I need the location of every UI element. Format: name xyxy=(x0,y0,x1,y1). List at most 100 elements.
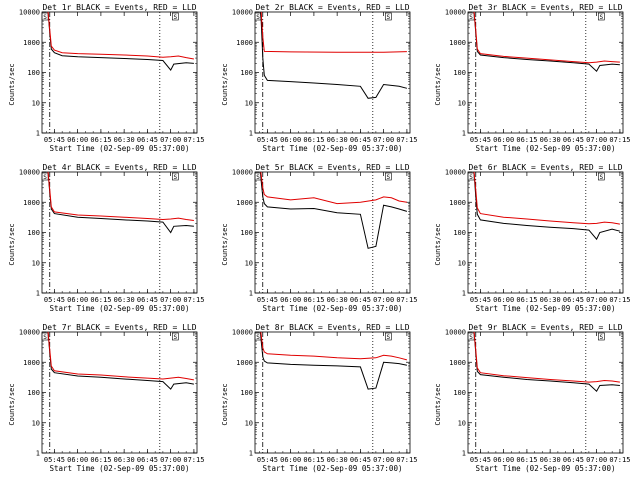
x-tick-label: 06:15 xyxy=(303,136,324,144)
x-tick-label: 06:30 xyxy=(114,136,135,144)
y-tick-label: 10000 xyxy=(232,9,253,17)
lld-line xyxy=(47,172,194,221)
y-tick-label: 10000 xyxy=(19,169,40,177)
x-tick-label: 05:45 xyxy=(470,456,491,464)
marker-label: S xyxy=(173,334,177,341)
events-line xyxy=(259,12,408,99)
x-tick-label: 06:45 xyxy=(137,296,158,304)
x-tick-label: 07:15 xyxy=(396,296,417,304)
y-tick-label: 100 xyxy=(453,389,466,397)
y-tick-label: 10 xyxy=(32,259,40,267)
y-tick-label: 1000 xyxy=(449,39,466,47)
events-line xyxy=(259,172,408,249)
y-tick-label: 100 xyxy=(453,69,466,77)
detector-panel: Det 6r BLACK = Events, RED = LLD 1 10 100 10… xyxy=(434,163,630,313)
y-tick-label: 1000 xyxy=(236,359,253,367)
x-tick-label: 07:00 xyxy=(586,456,607,464)
x-tick-label: 05:45 xyxy=(257,296,278,304)
marker-label: S xyxy=(469,334,473,341)
marker-box xyxy=(172,172,179,181)
y-tick-label: 1 xyxy=(36,130,40,138)
chart-title: Det 3r BLACK = Events, RED = LLD xyxy=(468,3,622,12)
x-tick-label: 05:45 xyxy=(470,296,491,304)
y-axis-label: Counts/sec xyxy=(221,383,229,425)
marker-label: S xyxy=(599,334,603,341)
marker-label: S xyxy=(469,174,473,181)
detector-panel: Det 9r BLACK = Events, RED = LLD 1 10 100 10… xyxy=(434,323,630,473)
y-tick-label: 1000 xyxy=(449,199,466,207)
x-tick-label: 07:00 xyxy=(586,136,607,144)
x-tick-label: 05:45 xyxy=(257,136,278,144)
x-axis-label: Start Time (02-Sep-09 05:37:00) xyxy=(476,144,616,153)
chart-title: Det 5r BLACK = Events, RED = LLD xyxy=(255,163,409,172)
y-tick-label: 1 xyxy=(36,290,40,298)
y-tick-label: 1 xyxy=(249,290,253,298)
x-tick-label: 06:45 xyxy=(350,296,371,304)
y-tick-label: 1000 xyxy=(23,39,40,47)
x-tick-label: 07:00 xyxy=(160,136,181,144)
y-tick-label: 10 xyxy=(245,99,253,107)
y-axis-label: Counts/sec xyxy=(434,383,442,425)
lld-line xyxy=(47,12,194,60)
y-tick-label: 1 xyxy=(462,450,466,458)
x-tick-label: 06:15 xyxy=(516,136,537,144)
x-tick-label: 07:00 xyxy=(160,456,181,464)
x-tick-label: 07:15 xyxy=(396,456,417,464)
y-tick-label: 10 xyxy=(32,419,40,427)
x-tick-label: 06:30 xyxy=(540,136,561,144)
chart-title: Det 1r BLACK = Events, RED = LLD xyxy=(42,3,196,12)
x-tick-label: 07:00 xyxy=(373,296,394,304)
marker-label: S xyxy=(256,14,260,21)
marker-label: S xyxy=(43,174,47,181)
y-tick-label: 1 xyxy=(462,290,466,298)
plot-frame xyxy=(467,11,624,134)
x-tick-label: 06:00 xyxy=(280,136,301,144)
x-tick-label: 06:30 xyxy=(114,296,135,304)
y-tick-label: 10 xyxy=(245,419,253,427)
chart-title: Det 6r BLACK = Events, RED = LLD xyxy=(468,163,622,172)
events-line xyxy=(259,332,408,390)
y-tick-label: 1000 xyxy=(236,39,253,47)
y-tick-label: 100 xyxy=(27,389,40,397)
x-tick-label: 07:15 xyxy=(396,136,417,144)
marker-box xyxy=(384,12,392,21)
marker-box xyxy=(597,332,605,341)
y-tick-label: 10 xyxy=(32,99,40,107)
plot-frame xyxy=(41,331,198,454)
chart-title: Det 4r BLACK = Events, RED = LLD xyxy=(42,163,196,172)
y-tick-label: 1000 xyxy=(236,199,253,207)
y-tick-label: 1 xyxy=(36,450,40,458)
chart-title: Det 7r BLACK = Events, RED = LLD xyxy=(42,323,196,332)
x-tick-label: 07:15 xyxy=(609,136,630,144)
y-tick-label: 1 xyxy=(249,130,253,138)
y-axis-label: Counts/sec xyxy=(8,223,16,265)
y-tick-label: 10 xyxy=(245,259,253,267)
lld-line xyxy=(473,12,620,64)
x-tick-label: 06:00 xyxy=(67,456,88,464)
x-tick-label: 06:45 xyxy=(350,136,371,144)
y-axis-label: Counts/sec xyxy=(221,223,229,265)
marker-label: S xyxy=(256,334,260,341)
marker-label: S xyxy=(386,334,390,341)
x-tick-label: 06:15 xyxy=(516,456,537,464)
marker-box xyxy=(597,12,605,21)
marker-label: S xyxy=(173,14,177,21)
lld-line xyxy=(260,12,407,53)
x-tick-label: 06:15 xyxy=(90,296,111,304)
x-tick-label: 06:15 xyxy=(90,136,111,144)
lld-line xyxy=(260,332,408,361)
marker-box xyxy=(597,172,605,181)
detector-panel: Det 3r BLACK = Events, RED = LLD 1 10 100 10… xyxy=(434,3,630,153)
plot-frame xyxy=(254,11,411,134)
y-tick-label: 100 xyxy=(453,229,466,237)
y-tick-label: 10000 xyxy=(232,169,253,177)
y-axis-label: Counts/sec xyxy=(8,383,16,425)
plot-frame xyxy=(254,171,411,294)
lld-line xyxy=(260,172,407,205)
marker-label: S xyxy=(43,14,47,21)
plot-frame xyxy=(41,171,198,294)
lld-line xyxy=(473,172,620,225)
x-tick-label: 06:15 xyxy=(90,456,111,464)
y-tick-label: 1 xyxy=(462,130,466,138)
